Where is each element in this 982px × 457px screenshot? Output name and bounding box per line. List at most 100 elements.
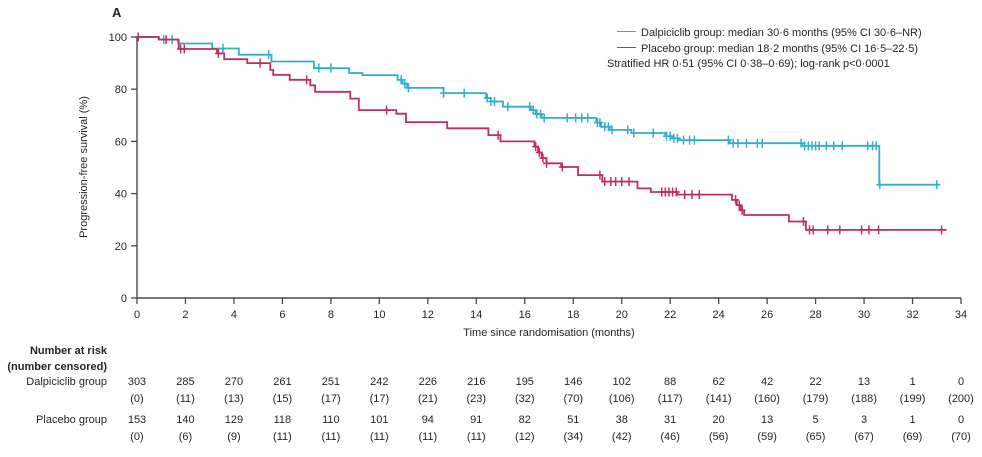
x-tick-label: 28 [809,309,821,321]
risk-censored: (106) [608,393,635,405]
risk-censored: (11) [466,431,486,443]
placebo-curve [137,36,947,231]
risk-count: 153 [127,414,147,426]
y-tick-label: 80 [115,84,127,96]
risk-censored: (15) [272,393,293,405]
risk-count: 101 [370,414,389,426]
dalpiciclib-line-swatch [617,31,636,33]
risk-censored: (199) [899,393,926,405]
risk-censored: (0) [130,431,144,443]
x-tick-label: 18 [567,309,579,321]
risk-censored: (117) [657,393,683,405]
risk-censored: (11) [418,431,438,443]
risk-count: 303 [127,376,147,388]
risk-count: 22 [809,376,822,388]
risk-header-line1: Number at risk [29,345,107,357]
x-tick-label: 30 [858,309,870,321]
risk-count: 13 [760,414,774,426]
risk-censored: (59) [757,431,777,443]
x-tick-label: 6 [279,309,285,321]
risk-censored: (11) [176,393,195,405]
risk-censored: (42) [611,431,632,443]
risk-count: 1 [909,414,916,426]
risk-count: 242 [370,376,389,388]
risk-count: 146 [564,376,583,388]
risk-censored: (12) [514,431,535,443]
risk-count: 102 [612,376,631,388]
legend-label-dalpiciclib: Dalpiciclib group: median 30·6 months (9… [641,27,922,39]
risk-censored: (11) [369,431,389,443]
risk-censored: (69) [902,431,923,443]
risk-censored: (9) [227,431,241,443]
x-tick-label: 8 [328,309,334,321]
risk-censored: (65) [805,431,826,443]
x-tick-label: 0 [134,309,140,321]
risk-count: 285 [176,376,195,388]
risk-count: 31 [664,414,677,426]
risk-censored: (21) [418,393,438,405]
legend: Dalpiciclib group: median 30·6 months (9… [607,26,922,73]
legend-note-hr: Stratified HR 0·51 (95% CI 0·38–0·69); l… [607,58,890,70]
risk-censored: (23) [466,393,487,405]
risk-count: 140 [176,414,195,426]
legend-label-placebo: Placebo group: median 18·2 months (95% C… [641,42,918,55]
risk-count: 270 [224,376,244,388]
y-tick-label: 0 [121,293,127,305]
risk-censored: (67) [854,431,874,443]
risk-censored: (6) [178,431,193,443]
risk-censored: (0) [130,393,144,405]
legend-entry-placebo: Placebo group: median 18·2 months (95% C… [607,42,922,58]
risk-count: 195 [515,376,534,388]
risk-count: 226 [418,376,437,388]
risk-censored: (70) [951,431,971,443]
risk-count: 94 [421,414,434,426]
risk-censored: (160) [754,393,780,405]
risk-row-label-dalpiciclib: Dalpiciclib group [26,376,107,388]
risk-count: 62 [712,376,725,388]
risk-count: 13 [857,376,871,388]
y-tick-label: 40 [115,189,127,201]
risk-censored: (17) [321,393,341,405]
placebo-line-swatch [617,46,636,48]
risk-count: 118 [273,414,292,426]
risk-count: 82 [518,414,531,426]
x-tick-label: 20 [616,309,628,321]
x-tick-label: 26 [761,309,773,321]
risk-censored: (34) [563,431,584,443]
risk-censored: (70) [563,393,584,405]
risk-censored: (56) [708,431,729,443]
risk-count: 5 [812,414,819,426]
risk-censored: (141) [705,393,732,405]
x-tick-label: 14 [470,309,482,321]
risk-count: 0 [957,414,965,426]
risk-censored: (46) [660,431,680,443]
x-tick-label: 24 [713,309,725,321]
risk-count: 88 [664,376,677,388]
risk-censored: (188) [851,393,877,405]
risk-count: 42 [760,376,774,388]
risk-count: 110 [322,414,340,426]
risk-censored: (179) [802,393,829,405]
x-tick-label: 16 [519,309,531,321]
risk-censored: (13) [224,393,244,405]
risk-count: 216 [467,376,486,388]
risk-count: 0 [957,376,965,388]
panel-label: A [112,5,122,20]
risk-censored: (200) [948,393,974,405]
x-tick-label: 32 [906,309,918,321]
risk-count: 3 [860,414,868,426]
risk-header-line2: (number censored) [7,361,107,373]
risk-censored: (11) [273,431,292,443]
risk-count: 20 [712,414,725,426]
y-tick-label: 60 [115,136,127,148]
risk-row-label-placebo: Placebo group [36,414,107,426]
risk-count: 51 [567,414,580,426]
x-axis-label: Time since randomisation (months) [463,327,635,339]
x-tick-label: 2 [182,309,188,321]
risk-table-header: Number at risk (number censored) [0,343,107,375]
risk-censored: (32) [514,393,535,405]
x-tick-label: 4 [231,309,237,321]
x-tick-label: 12 [422,309,434,321]
risk-count: 1 [909,376,916,388]
